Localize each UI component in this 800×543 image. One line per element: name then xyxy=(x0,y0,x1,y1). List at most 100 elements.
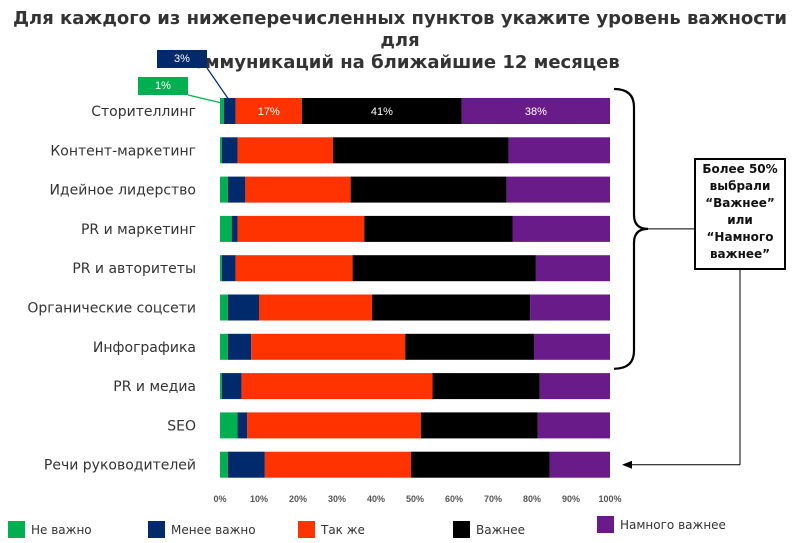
bar-segment xyxy=(220,412,238,439)
legend-swatch xyxy=(8,521,25,538)
chart-legend: Не важно Менее важно Так же Важнее Намного в… xyxy=(0,512,800,543)
annotation-line: “Намного xyxy=(706,230,774,244)
x-tick-label: 50% xyxy=(406,494,424,504)
bar-segment xyxy=(537,412,610,439)
bar-segment xyxy=(333,137,509,164)
bar-segment xyxy=(227,176,246,203)
category-label: PR и медиа xyxy=(113,379,196,395)
bar-segment xyxy=(237,137,334,164)
legend-swatch xyxy=(298,521,315,538)
category-label: Речи руководителей xyxy=(44,458,196,474)
bar-segment xyxy=(405,333,534,360)
bar-segment xyxy=(530,294,610,321)
bar-segment xyxy=(241,373,433,400)
callout-leader-line xyxy=(187,94,223,104)
bar-segment xyxy=(372,294,531,321)
bar-segment xyxy=(237,215,365,242)
bar-segment xyxy=(245,176,351,203)
bar-segment xyxy=(220,373,222,400)
x-tick-label: 0% xyxy=(213,494,226,504)
bar-segment xyxy=(535,255,610,282)
callout-leader-line xyxy=(206,67,231,102)
x-tick-label: 20% xyxy=(289,494,307,504)
bar-segment xyxy=(220,333,228,360)
legend-item: Не важно xyxy=(8,521,92,538)
annotation-line: “Важнее” xyxy=(705,196,775,210)
bar-segment xyxy=(259,294,373,321)
group-brace xyxy=(613,87,649,370)
x-tick-label: 90% xyxy=(562,494,580,504)
bar-segment xyxy=(221,255,236,282)
legend-item: Так же xyxy=(298,521,365,538)
callout-not-important-storytelling: 1% xyxy=(138,77,188,95)
x-tick-label: 10% xyxy=(250,494,268,504)
legend-swatch xyxy=(597,516,614,533)
bar-segment xyxy=(352,255,536,282)
legend-item: Намного важнее xyxy=(597,516,726,533)
bar-segment xyxy=(461,98,610,124)
bar-segment xyxy=(247,412,421,439)
bar-segment xyxy=(350,176,507,203)
bar-segment xyxy=(220,294,228,321)
category-label: Контент-маркетинг xyxy=(50,143,196,159)
bar-segment xyxy=(432,373,540,400)
category-label: Органические соцсети xyxy=(27,301,196,317)
bar-segment xyxy=(227,333,252,360)
annotation-line: Более 50% xyxy=(702,162,778,176)
bar-segment xyxy=(549,451,610,478)
legend-label: Важнее xyxy=(476,522,526,537)
callout-less-important-storytelling: 3% xyxy=(157,50,207,68)
x-tick-label: 100% xyxy=(598,494,621,504)
annotation-arrow-head xyxy=(622,460,632,469)
data-label: 38% xyxy=(525,106,547,118)
bar-segment xyxy=(221,137,238,164)
chart-title: Для каждого из нижеперечисленных пунктов… xyxy=(0,8,800,74)
legend-item: Важнее xyxy=(453,521,525,538)
x-tick-label: 60% xyxy=(445,494,463,504)
x-tick-label: 30% xyxy=(328,494,346,504)
category-label: Инфографика xyxy=(93,340,196,356)
annotation-line: выбрали xyxy=(709,179,771,193)
bar-segment xyxy=(220,215,232,242)
category-label: Идейное лидерство xyxy=(49,183,196,199)
bar-segment xyxy=(411,451,550,478)
bar-segment xyxy=(220,451,228,478)
bar-segment xyxy=(220,176,228,203)
bar-segment xyxy=(235,255,353,282)
category-label: Сторителлинг xyxy=(91,104,196,120)
bar-segment xyxy=(264,451,412,478)
annotation-line: или xyxy=(727,213,753,227)
chart-title-line-2: коммуникаций на ближайшие 12 месяцев xyxy=(180,52,620,73)
bar-segment xyxy=(227,451,265,478)
legend-label: Не важно xyxy=(31,522,92,537)
bar-segment xyxy=(512,215,610,242)
bar-segment xyxy=(508,137,610,164)
legend-label: Менее важно xyxy=(171,522,256,537)
legend-swatch xyxy=(148,521,165,538)
category-label: SEO xyxy=(167,418,196,434)
bar-segment xyxy=(220,137,222,164)
bar-segment xyxy=(227,294,259,321)
annotation-box: Более 50% выбрали “Важнее” или “Намного … xyxy=(694,158,786,270)
category-label: PR и маркетинг xyxy=(81,222,196,238)
x-tick-label: 40% xyxy=(367,494,385,504)
bar-segment xyxy=(220,255,222,282)
chart-plot: Сторителлинг Контент-маркетинг Идейное лид… xyxy=(27,67,741,504)
bar-segment xyxy=(506,176,610,203)
bar-segment xyxy=(237,412,248,439)
bar-segment xyxy=(220,98,224,124)
chart-title-line-1: Для каждого из нижеперечисленных пунктов… xyxy=(13,8,787,51)
bar-segment xyxy=(235,98,302,124)
bar-segment xyxy=(533,333,610,360)
bar-segment xyxy=(301,98,462,124)
legend-label: Так же xyxy=(321,522,365,537)
bar-segment xyxy=(364,215,513,242)
legend-label: Намного важнее xyxy=(620,517,726,532)
x-tick-label: 80% xyxy=(523,494,541,504)
bar-segment xyxy=(420,412,538,439)
data-label: 41% xyxy=(371,106,393,118)
category-label: PR и авторитеты xyxy=(72,261,196,277)
bar-segment xyxy=(539,373,610,400)
legend-item: Менее важно xyxy=(148,521,256,538)
x-tick-label: 70% xyxy=(484,494,502,504)
